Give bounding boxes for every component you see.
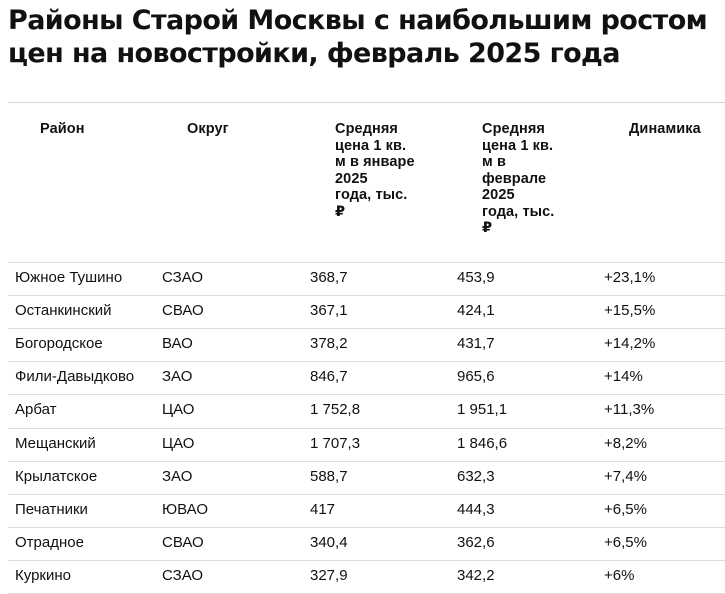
table-cell-dyn: +11,3%: [604, 401, 655, 418]
table-cell-okrug: СЗАО: [162, 567, 204, 584]
table-cell-okrug: СВАО: [162, 534, 204, 551]
table-cell-jan: 417: [310, 501, 336, 518]
column-header-line: Динамика: [629, 121, 701, 137]
table-cell-feb: 632,3: [457, 468, 495, 485]
row-divider: [8, 295, 725, 296]
table-cell-jan: 327,9: [310, 567, 348, 584]
table-cell-feb: 431,7: [457, 335, 495, 352]
column-header-line: цена 1 кв.: [335, 137, 407, 154]
column-header-jan: Средняя цена 1 кв. м в январе 2025 года, тыс…: [335, 121, 415, 220]
table-cell-district: Фили-Давыдково: [15, 368, 135, 385]
title-line: цен на новостройки, февраль 2025 года: [8, 38, 620, 69]
row-divider: [8, 394, 725, 395]
table-cell-district: Арбат: [15, 401, 57, 418]
table-cell-okrug: СЗАО: [162, 269, 204, 286]
column-header-line: Район: [40, 121, 85, 137]
table-cell-dyn: +14,2%: [604, 335, 656, 352]
row-divider: [8, 361, 725, 362]
table-cell-dyn: +7,4%: [604, 468, 647, 485]
table-cell-jan: 367,1: [310, 302, 348, 319]
column-header-line: цена 1 кв.: [482, 137, 554, 154]
table-cell-feb: 965,6: [457, 368, 495, 385]
column-header-line: Средняя: [482, 121, 545, 137]
column-header-line: феврале: [482, 170, 547, 187]
table-cell-okrug: ЗАО: [162, 368, 193, 385]
table-cell-district: Останкинский: [15, 302, 112, 319]
table-cell-jan: 340,4: [310, 534, 348, 551]
table-cell-district: Мещанский: [15, 435, 96, 452]
row-divider: [8, 527, 725, 528]
table-cell-feb: 1 951,1: [457, 401, 508, 418]
table-cell-dyn: +6%: [604, 567, 635, 584]
table-cell-dyn: +6,5%: [604, 501, 647, 518]
table-cell-district: Куркино: [15, 567, 71, 584]
column-header-line: Средняя: [335, 121, 398, 137]
table-cell-jan: 588,7: [310, 468, 348, 485]
table-cell-okrug: СВАО: [162, 302, 204, 319]
header-divider: [8, 102, 725, 103]
table-cell-dyn: +14%: [604, 368, 643, 385]
table-cell-okrug: ЮВАО: [162, 501, 209, 518]
table-cell-dyn: +23,1%: [604, 269, 656, 286]
table-cell-okrug: ЗАО: [162, 468, 193, 485]
column-header-line: м в январе: [335, 154, 415, 170]
table-cell-okrug: ЦАО: [162, 435, 195, 452]
table-cell-district: Южное Тушино: [15, 269, 123, 286]
table-cell-dyn: +6,5%: [604, 534, 647, 551]
row-divider: [8, 428, 725, 429]
column-header-line: м в: [482, 154, 506, 170]
table-cell-feb: 342,2: [457, 567, 495, 584]
row-divider: [8, 461, 725, 462]
row-divider: [8, 262, 725, 263]
column-header-line: Округ: [187, 121, 229, 137]
table-cell-dyn: +8,2%: [604, 435, 647, 452]
row-divider: [8, 328, 725, 329]
table-cell-feb: 444,3: [457, 501, 495, 518]
table-cell-district: Крылатское: [15, 468, 98, 485]
table-cell-jan: 1 752,8: [310, 401, 361, 418]
table-cell-jan: 368,7: [310, 269, 348, 286]
column-header-line: 2025: [482, 187, 515, 203]
table-cell-feb: 362,6: [457, 534, 495, 551]
column-header-line: года, тыс.: [335, 187, 408, 203]
table-cell-okrug: ЦАО: [162, 401, 195, 418]
column-header-feb: Средняя цена 1 кв. м в феврале 2025 года, тыс…: [482, 121, 554, 237]
column-header-line: ₽: [482, 220, 493, 236]
table-cell-feb: 424,1: [457, 302, 495, 319]
table-cell-district: Богородское: [15, 335, 103, 352]
table-cell-jan: 1 707,3: [310, 435, 361, 452]
column-header-line: 2025: [335, 170, 368, 187]
column-header-line: года, тыс.: [482, 203, 555, 220]
column-header-district: Район: [40, 121, 85, 138]
table-cell-jan: 846,7: [310, 368, 348, 385]
title-line: Районы Старой Москвы с наибольшим ростом: [8, 5, 708, 36]
table-cell-district: Отрадное: [15, 534, 84, 551]
column-header-dyn: Динамика: [629, 121, 701, 138]
column-header-okrug: Округ: [187, 121, 229, 138]
table-cell-okrug: ВАО: [162, 335, 193, 352]
table-cell-feb: 453,9: [457, 269, 495, 286]
row-divider: [8, 494, 725, 495]
page-title: Районы Старой Москвы с наибольшим ростом…: [8, 4, 723, 70]
table-cell-dyn: +15,5%: [604, 302, 656, 319]
column-header-line: ₽: [335, 203, 346, 220]
table-cell-district: Печатники: [15, 501, 88, 518]
row-divider: [8, 560, 725, 561]
table-cell-feb: 1 846,6: [457, 435, 508, 452]
table-cell-jan: 378,2: [310, 335, 348, 352]
